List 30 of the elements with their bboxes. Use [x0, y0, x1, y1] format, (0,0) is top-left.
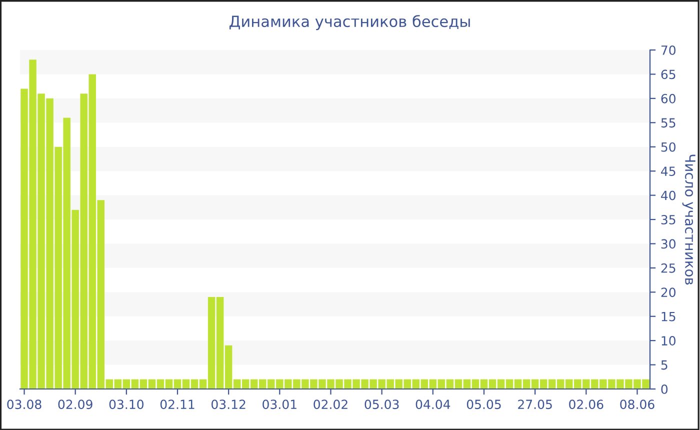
x-tick-label: 02.09: [58, 400, 92, 410]
y-tick-label: 55: [661, 118, 676, 128]
y-tick-label: 50: [661, 142, 676, 152]
y-tick-label: 20: [661, 288, 676, 298]
x-tick-label: 02.06: [569, 400, 604, 410]
y-tick-label: 35: [661, 214, 676, 224]
y-tick-label: 25: [661, 263, 676, 273]
x-tick-label: 03.01: [262, 400, 296, 410]
x-tick-label: 08.06: [620, 400, 654, 410]
x-tick-label: 03.08: [7, 400, 42, 410]
y-tick-label: 0: [661, 384, 668, 394]
y-axis-title: Число участников: [682, 154, 696, 285]
x-tick-label: 05.05: [466, 400, 501, 410]
y-tick-label: 15: [662, 312, 676, 322]
x-tick-label: 05.03: [364, 400, 399, 410]
y-tick-label: 60: [661, 94, 676, 104]
y-tick-label: 5: [661, 360, 668, 370]
y-tick-label: 70: [661, 45, 676, 55]
y-tick-label: 10: [662, 336, 676, 346]
x-tick-label: 03.10: [109, 400, 144, 410]
y-tick-label: 30: [661, 239, 676, 249]
y-tick-label: 40: [661, 190, 676, 200]
x-tick-label: 27.05: [518, 400, 552, 410]
x-tick-label: 02.11: [160, 400, 194, 410]
y-tick-label: 65: [661, 70, 676, 80]
x-tick-label: 03.12: [212, 400, 246, 410]
x-tick-label: 04.04: [416, 400, 450, 410]
y-tick-label: 45: [661, 166, 676, 176]
x-tick-label: 02.02: [314, 400, 348, 410]
chart-title: Динамика участников беседы: [230, 15, 470, 30]
